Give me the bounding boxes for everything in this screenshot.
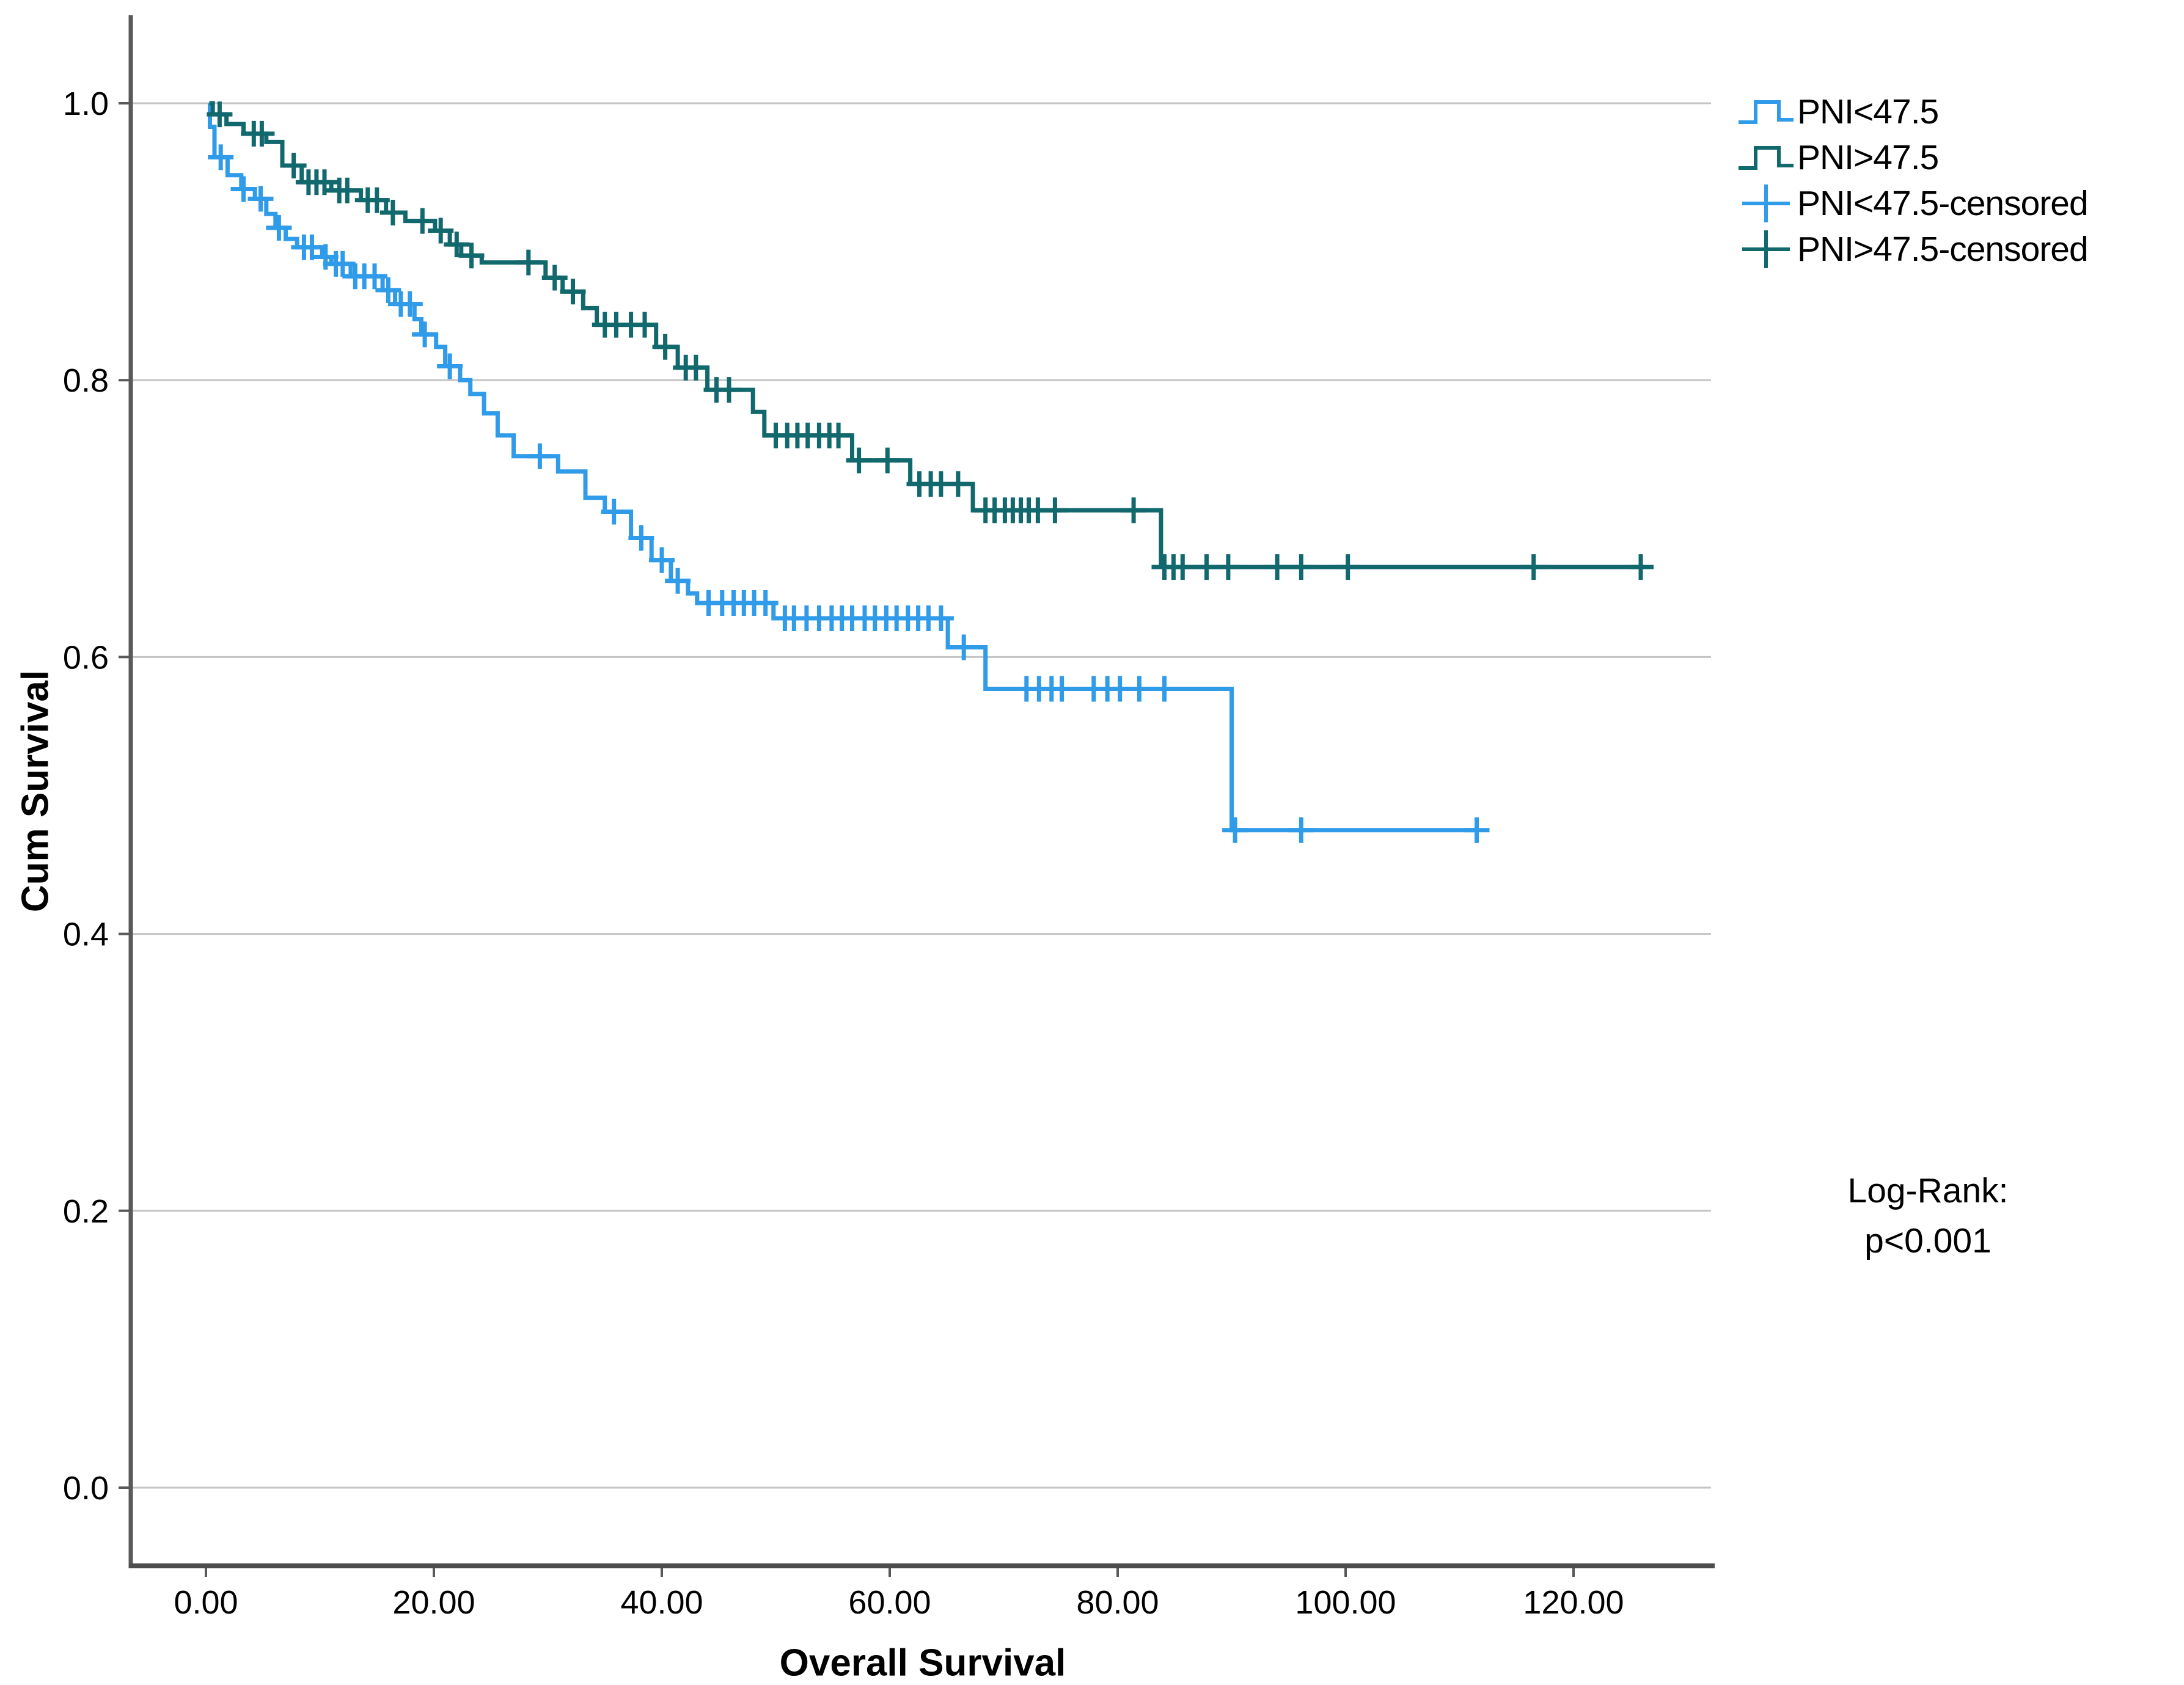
x-tick-label: 100.00: [1295, 1584, 1396, 1621]
legend-censored-plus-icon: [1742, 230, 1790, 268]
y-tick-label: 1.0: [63, 86, 109, 122]
legend-step-line-icon: [1739, 100, 1794, 124]
y-axis-title: Cum Survival: [14, 670, 57, 913]
log-rank-annotation: Log-Rank: p<0.001: [1790, 1166, 2065, 1266]
y-tick-label: 0.8: [63, 362, 109, 399]
legend-label-pni-47-5-censored: PNI<47.5-censored: [1797, 183, 2089, 223]
legend: PNI<47.5 PNI>47.5 PNI<47.5-censored PNI>47.…: [1737, 89, 2089, 272]
y-tick-label: 0.2: [63, 1193, 109, 1230]
x-axis-title: Overall Survival: [779, 1642, 1066, 1684]
legend-item-pni-47-5: PNI>47.5: [1737, 134, 2088, 180]
y-tick-label: 0.4: [63, 916, 109, 953]
x-tick-label: 20.00: [392, 1584, 475, 1621]
legend-item-pni-47-5-censored: PNI>47.5-censored: [1737, 226, 2089, 272]
legend-label-pni-47-5-censored: PNI>47.5-censored: [1797, 229, 2089, 269]
log-rank-label: Log-Rank:: [1847, 1171, 2009, 1210]
legend-item-pni-47-5-censored: PNI<47.5-censored: [1737, 180, 2089, 226]
x-tick-label: 40.00: [620, 1584, 703, 1621]
legend-step-line-icon: [1739, 145, 1794, 170]
legend-label-pni-47-5: PNI>47.5: [1797, 137, 1939, 177]
y-tick-label: 0.0: [63, 1470, 109, 1507]
y-tick-label: 0.6: [63, 639, 109, 676]
log-rank-p-value: p<0.001: [1864, 1221, 1992, 1260]
x-tick-label: 80.00: [1076, 1584, 1159, 1621]
x-tick-label: 0.00: [174, 1584, 238, 1621]
legend-item-pni-47-5: PNI<47.5: [1737, 89, 2088, 134]
km-curve-pni-47-5: [209, 101, 1644, 569]
legend-censored-plus-icon: [1742, 184, 1790, 222]
x-tick-label: 60.00: [848, 1584, 931, 1621]
censor-marks-pni-47-5: [208, 144, 1490, 843]
censor-marks-pni-47-5: [207, 101, 1654, 580]
legend-label-pni-47-5: PNI<47.5: [1797, 92, 1939, 131]
x-tick-label: 120.00: [1523, 1584, 1624, 1621]
